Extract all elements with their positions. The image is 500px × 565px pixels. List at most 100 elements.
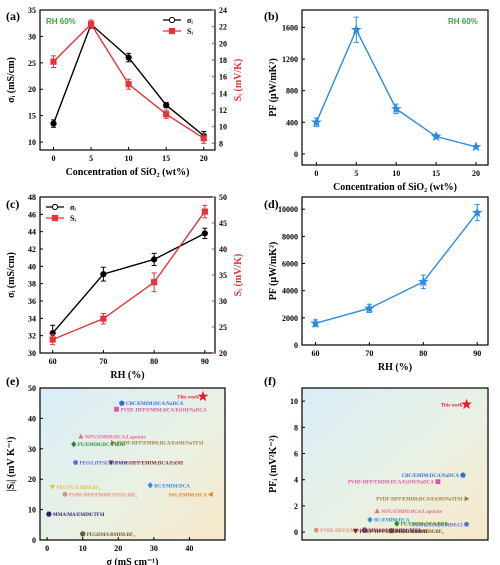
data-point	[125, 54, 132, 61]
data-point	[46, 511, 52, 517]
y-tick-label: 10	[290, 397, 298, 406]
data-point	[350, 24, 362, 35]
y-tick-label: 35	[28, 6, 36, 15]
y-tick-label: 8	[294, 423, 298, 432]
x-tick-label: 0	[52, 154, 56, 163]
y-tick-label: 50	[28, 384, 36, 393]
x-tick-label: 80	[419, 349, 427, 358]
legend-entry: σᵢ	[70, 203, 76, 212]
y-tick-label: 1600	[282, 23, 298, 32]
plot-frame	[39, 387, 226, 541]
y-right-axis-title: Sᵢ (mV/K)	[233, 59, 244, 102]
y-tick-label: 10	[28, 506, 36, 515]
point-label: BC/EMIM:DCA	[154, 484, 190, 489]
data-point	[200, 135, 207, 142]
data-point	[464, 521, 469, 527]
point-label: PEGDMA/BMIM:BF₄	[395, 530, 443, 535]
data-point	[114, 406, 119, 412]
y-tick-label: 2	[294, 502, 298, 511]
series-line	[315, 212, 478, 324]
y-right-tick-label: 25	[219, 323, 227, 332]
data-point	[390, 103, 402, 114]
y-right-tick-label: 20	[219, 39, 227, 48]
data-point	[364, 302, 375, 313]
y-tick-label: 30	[28, 445, 36, 454]
x-tick-label: 10	[125, 154, 133, 163]
data-point	[100, 315, 107, 322]
x-tick-label: 10	[392, 169, 400, 178]
series-line	[52, 211, 206, 341]
data-point	[367, 516, 373, 523]
panel-letter: (d)	[264, 197, 279, 211]
y-axis-title: PF (μW/mK²)	[268, 242, 279, 301]
y-right-tick-label: 20	[219, 349, 227, 358]
x-tick-label: 20	[472, 169, 480, 178]
data-point	[460, 472, 466, 478]
data-point	[118, 400, 125, 406]
data-point	[147, 482, 153, 489]
legend-marker	[168, 16, 176, 24]
data-point	[388, 527, 395, 534]
data-point	[151, 256, 158, 263]
y-tick-label: 4	[294, 476, 298, 485]
y-right-tick-label: 18	[219, 56, 227, 65]
point-label: MMA/MA/EMIM:TFSI	[369, 529, 421, 534]
point-label: PVDF-HFP/EMIM:DCA/EtOH/NaDCA	[348, 481, 434, 486]
y-right-tick-label: 8	[219, 139, 223, 148]
y-right-tick-label: 24	[219, 6, 227, 15]
y-tick-label: 38	[28, 280, 36, 289]
data-point	[201, 230, 208, 237]
plot-frame	[39, 196, 216, 354]
chart-panel-d: (d) 60 70 80 90 RH (%) 0 2000 4000 6000 8000 10000 P…	[264, 196, 489, 373]
data-point	[310, 317, 321, 328]
y-tick-label: 20	[28, 475, 36, 484]
plot-frame	[301, 196, 489, 346]
data-point	[310, 116, 322, 127]
point-label: PVDF-HFP/EMIM:DCA/EtOH/NaDCA	[120, 408, 206, 413]
point-label: This work	[177, 396, 199, 401]
y-right-tick-label: 35	[219, 271, 227, 280]
legend-marker	[51, 214, 59, 222]
y-tick-label: 0	[294, 528, 298, 537]
data-point	[430, 130, 442, 142]
humidity-note: RH 60%	[46, 17, 76, 26]
x-tick-label: 0	[314, 169, 318, 178]
point-label: PVDF-HFP/EMIM:DCA/EtOH/NaTFSI	[376, 498, 462, 503]
x-tick-label: 15	[432, 169, 440, 178]
panel-letter: (c)	[6, 197, 19, 211]
chart-panel-f: (f) 0 2 4 6 8 10 PFᵢ (mV²K⁻²) This work CBC/EMIM:…	[264, 374, 489, 541]
y-tick-label: 25	[28, 59, 36, 68]
x-tick-label: 20	[200, 154, 208, 163]
x-axis-title: RH (%)	[110, 370, 144, 381]
y-tick-label: 32	[28, 332, 36, 341]
y-axis-title: σᵢ (mS/cm)	[6, 252, 17, 298]
y-tick-label: 15	[28, 112, 36, 121]
data-point	[435, 479, 441, 485]
point-label: SiO₂/EMIM:DCA	[169, 493, 208, 498]
x-tick-label: 0	[45, 544, 49, 553]
point-label: PVDF-HFP/EMIM:DCA/EtOH	[360, 530, 428, 535]
y-right-axis-title: Sᵢ (mV/K)	[233, 254, 244, 297]
plot-background	[40, 388, 225, 540]
point-label: This work	[441, 403, 463, 408]
y-tick-label: 40	[28, 414, 36, 423]
data-point	[464, 496, 470, 502]
x-tick-label: 60	[49, 357, 57, 366]
data-point	[151, 279, 158, 286]
series-line	[315, 28, 477, 148]
data-point	[461, 398, 473, 410]
y-right-tick-label: 50	[219, 193, 227, 202]
panel-letter: (f)	[264, 374, 276, 388]
series-line	[52, 232, 206, 334]
data-point	[313, 527, 319, 533]
point-label: WPU/EMIM:DCA/Laponite	[381, 510, 443, 515]
humidity-note: RH 60%	[448, 17, 478, 26]
x-tick-label: 15	[162, 154, 170, 163]
x-tick-label: 20	[114, 544, 122, 553]
y-tick-label: 8000	[282, 232, 298, 241]
data-point	[100, 271, 107, 278]
y-axis-title: PFᵢ (mV²K⁻²)	[268, 435, 279, 493]
y-tick-label: 20	[28, 85, 36, 94]
data-point	[197, 390, 209, 402]
